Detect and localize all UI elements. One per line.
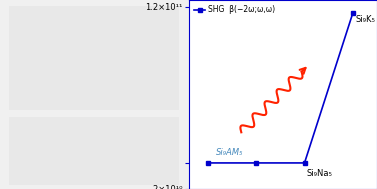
FancyBboxPatch shape	[9, 117, 179, 185]
FancyBboxPatch shape	[9, 6, 179, 110]
Text: Si₉AM₅: Si₉AM₅	[216, 148, 244, 157]
Legend: SHG  β(−2ω;ω,ω): SHG β(−2ω;ω,ω)	[192, 4, 277, 16]
Text: Si₉Na₅: Si₉Na₅	[307, 170, 333, 178]
Text: Si₉K₅: Si₉K₅	[355, 15, 375, 24]
